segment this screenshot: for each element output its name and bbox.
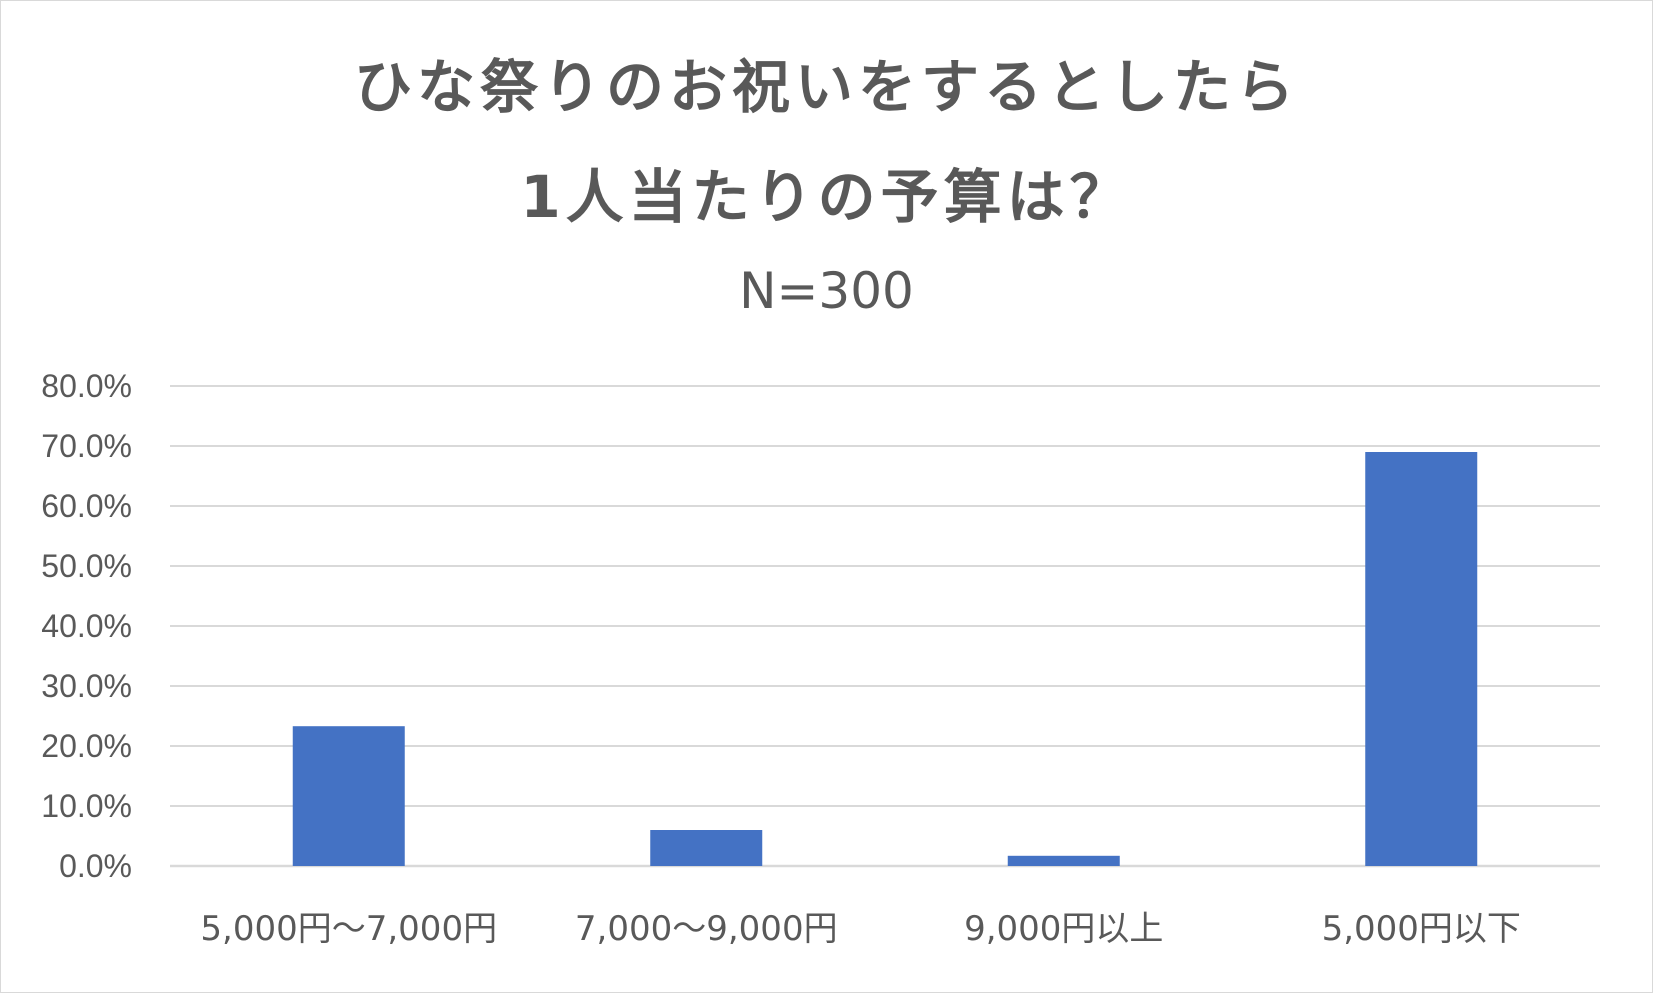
chart-subtitle: N=300 [739, 262, 914, 320]
chart-title-line-1: ひな祭りのお祝いをするとしたら [353, 53, 1299, 121]
chart-title-line-2: 1人当たりの予算は？ [520, 163, 1133, 231]
y-tick-label: 50.0% [41, 548, 132, 584]
y-tick-label: 20.0% [41, 728, 132, 764]
bar [292, 726, 405, 866]
y-axis-tick-labels: 0.0% 10.0% 20.0% 30.0% 40.0% 50.0% 60.0% 70.0% 8… [41, 368, 132, 884]
bars [292, 452, 1478, 866]
bar [1365, 452, 1478, 866]
y-tick-label: 40.0% [41, 608, 132, 644]
y-tick-label: 0.0% [59, 848, 132, 884]
x-category-label: 5,000円～7,000円 [200, 909, 497, 949]
x-category-label: 5,000円以下 [1322, 909, 1521, 949]
x-axis-category-labels: 5,000円～7,000円 7,000～9,000円 9,000円以上 5,000円以… [200, 909, 1521, 949]
bar [650, 830, 763, 866]
y-tick-label: 60.0% [41, 488, 132, 524]
y-tick-label: 80.0% [41, 368, 132, 404]
y-tick-label: 70.0% [41, 428, 132, 464]
x-category-label: 7,000～9,000円 [575, 909, 838, 949]
bar [1007, 855, 1120, 866]
y-tick-label: 10.0% [41, 788, 132, 824]
y-tick-label: 30.0% [41, 668, 132, 704]
grid-lines [170, 385, 1600, 868]
x-category-label: 9,000円以上 [964, 909, 1163, 949]
